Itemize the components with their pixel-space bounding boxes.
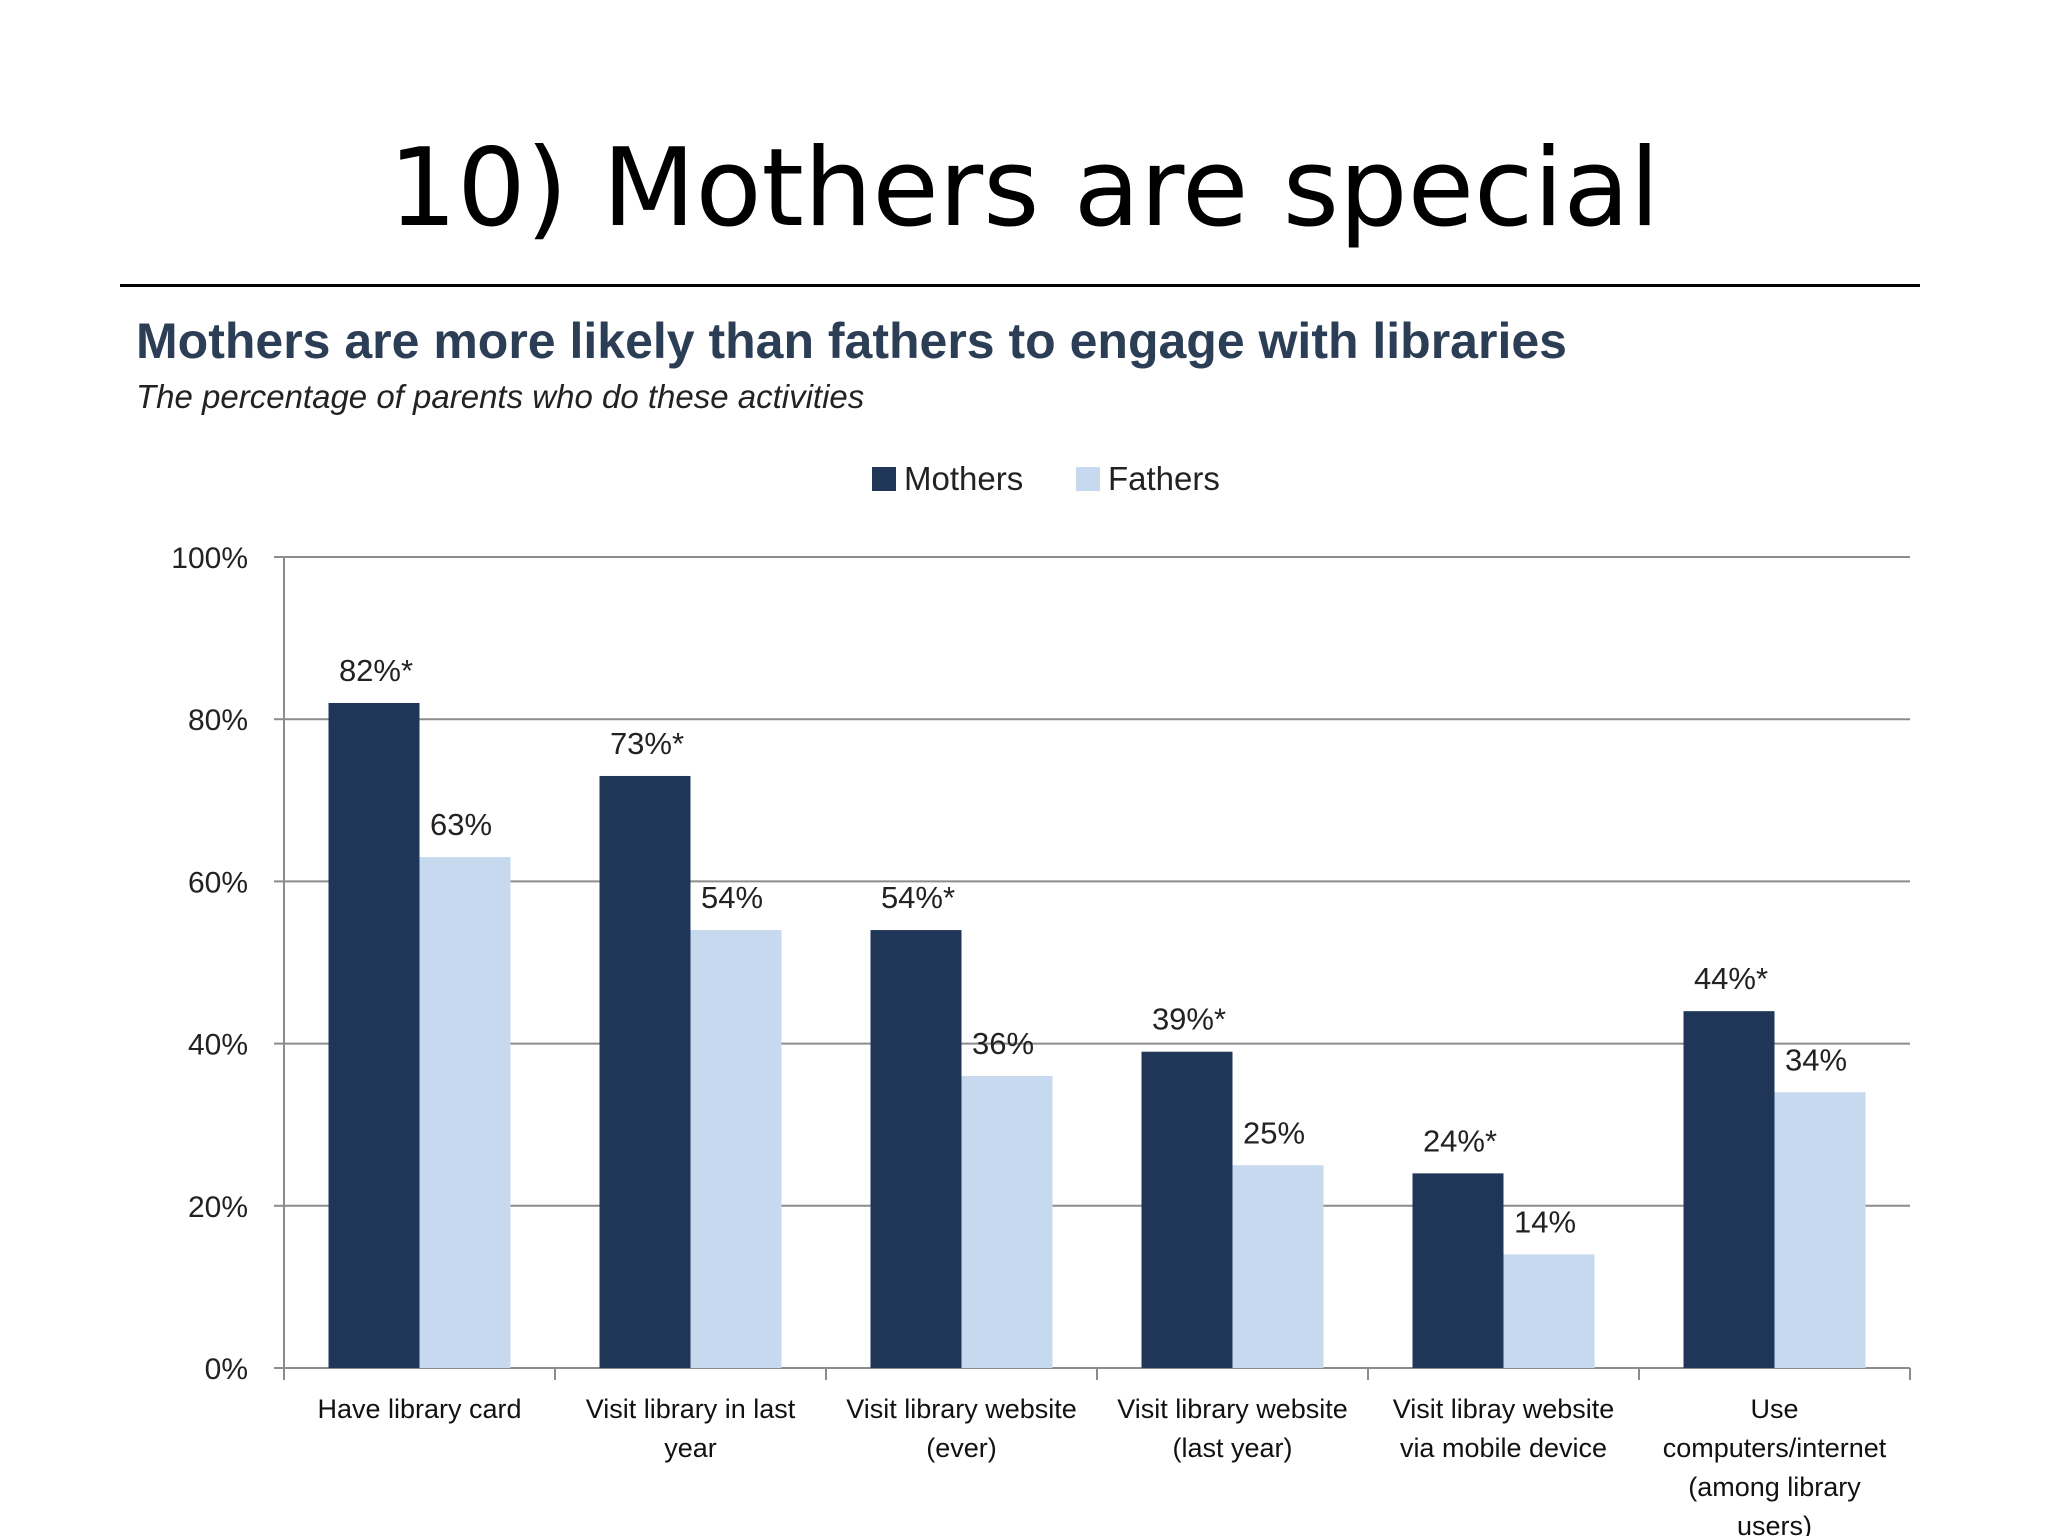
- legend-swatch-fathers: [1076, 467, 1100, 491]
- x-tick-label: year: [664, 1433, 717, 1463]
- y-tick-label: 20%: [188, 1191, 248, 1224]
- title-divider: [120, 284, 1920, 287]
- data-label: 36%: [972, 1026, 1034, 1061]
- data-label: 44%*: [1694, 961, 1768, 996]
- slide-title: 10) Mothers are special: [388, 126, 1660, 251]
- y-tick-label: 40%: [188, 1029, 248, 1062]
- data-label: 25%: [1243, 1115, 1305, 1150]
- data-label: 24%*: [1423, 1123, 1497, 1158]
- data-label: 34%: [1785, 1042, 1847, 1077]
- chart-title: Mothers are more likely than fathers to …: [136, 313, 1567, 369]
- legend-label-fathers: Fathers: [1108, 460, 1220, 497]
- x-tick-label: Visit libray website: [1393, 1394, 1615, 1424]
- y-tick-label: 60%: [188, 866, 248, 899]
- x-tick-label: computers/internet: [1663, 1433, 1887, 1463]
- bar-mothers: [870, 930, 962, 1368]
- x-tick-label: Have library card: [317, 1394, 521, 1424]
- bar-fathers: [1232, 1165, 1324, 1368]
- x-tick-label: (ever): [926, 1433, 997, 1463]
- bar-fathers: [961, 1076, 1053, 1368]
- x-tick-label: Visit library website: [1117, 1394, 1348, 1424]
- x-tick-label: Visit library website: [846, 1394, 1077, 1424]
- x-tick-label: (last year): [1172, 1433, 1292, 1463]
- data-label: 82%*: [339, 653, 413, 688]
- bar-fathers: [690, 930, 782, 1368]
- chart-subtitle: The percentage of parents who do these a…: [136, 378, 865, 415]
- y-tick-label: 80%: [188, 704, 248, 737]
- data-label: 54%*: [881, 880, 955, 915]
- data-label: 73%*: [610, 726, 684, 761]
- x-tick-label: Use: [1750, 1394, 1798, 1424]
- bar-fathers: [419, 857, 511, 1368]
- y-tick-label: 0%: [205, 1353, 248, 1386]
- bar-fathers: [1774, 1092, 1866, 1368]
- data-label: 14%: [1514, 1204, 1576, 1239]
- data-label: 39%*: [1152, 1002, 1226, 1037]
- bar-mothers: [599, 775, 691, 1368]
- x-tick-label: users): [1737, 1511, 1812, 1536]
- x-tick-label: Visit library in last: [586, 1394, 796, 1424]
- x-tick-label: via mobile device: [1400, 1433, 1607, 1463]
- bar-mothers: [1412, 1173, 1504, 1368]
- data-label: 54%: [701, 880, 763, 915]
- data-label: 63%: [430, 807, 492, 842]
- bar-fathers: [1503, 1254, 1595, 1368]
- bar-mothers: [1683, 1011, 1775, 1368]
- x-tick-label: (among library: [1688, 1472, 1861, 1502]
- bar-mothers: [1141, 1051, 1233, 1368]
- bar-mothers: [328, 702, 420, 1368]
- legend-label-mothers: Mothers: [904, 460, 1023, 497]
- y-tick-label: 100%: [171, 542, 248, 575]
- legend-swatch-mothers: [872, 467, 896, 491]
